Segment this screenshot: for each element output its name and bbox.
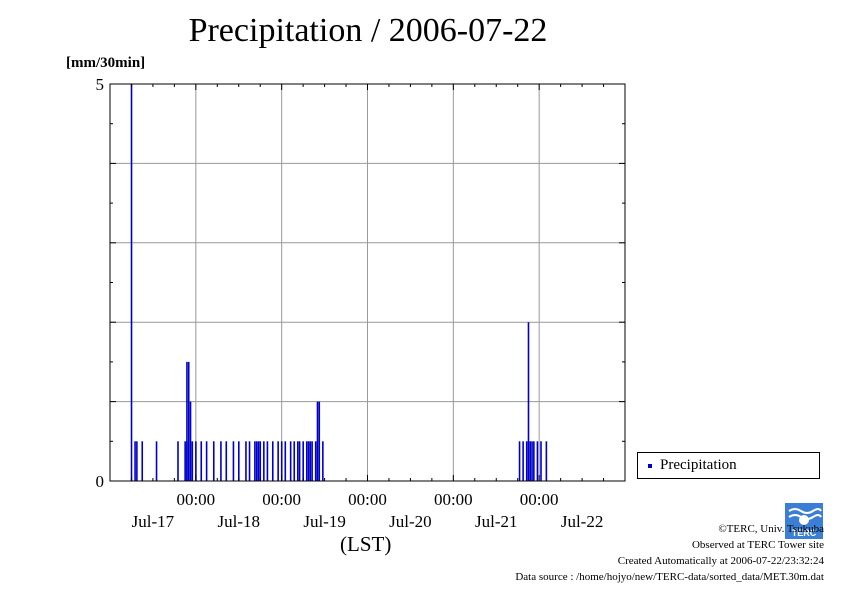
y-unit-label: [mm/30min] [66,55,146,71]
precipitation-bar [525,441,528,481]
x-tick-date-label: Jul-20 [389,512,432,531]
precipitation-bar [248,441,251,481]
x-axis-label: (LST) [340,532,392,556]
precipitation-bar [136,441,138,481]
y-tick-label: 0 [96,472,105,491]
x-tick-date-label: Jul-17 [132,512,175,531]
precipitation-bar [298,441,301,481]
precipitation-bar [238,441,240,481]
legend-swatch [648,464,652,468]
x-tick-date-label: Jul-21 [475,512,518,531]
precipitation-bar [200,441,203,481]
credit-line: Observed at TERC Tower site [691,539,824,551]
precipitation-bar [195,441,197,481]
chart-title: Precipitation / 2006-07-22 [188,12,548,49]
terc-logo: TERC [785,503,823,539]
precipitation-bar [155,441,158,481]
precipitation-bar [529,441,532,481]
precipitation-bar [254,441,256,481]
precipitation-bar [536,441,539,481]
precipitation-bar [280,441,283,481]
precipitation-bar [259,441,262,481]
precipitation-bar [305,441,308,481]
precipitation-bar [318,401,321,481]
precipitation-bar [522,441,524,481]
precipitation-bar [232,441,235,481]
precipitation-bar [225,441,228,481]
precipitation-bar [545,441,548,481]
credits: ©TERC, Univ. Tsukuba Observed at TERC To… [515,521,824,585]
precipitation-bar [531,441,533,481]
precipitation-bar [255,441,258,481]
x-tick-time-label: 00:00 [520,490,559,509]
precipitation-bar [322,441,324,481]
grid-lines [110,84,625,481]
precipitation-bar [302,441,304,481]
precipitation-bar [533,441,535,481]
precipitation-bar [314,441,317,481]
precipitation-bar [289,441,292,481]
precipitation-bar [205,441,208,481]
precipitation-bar [316,401,319,481]
credit-line: ©TERC, Univ. Tsukuba [718,523,824,535]
precipitation-bar [271,441,274,481]
tick-labels: 0500:00Jul-1700:00Jul-1800:00Jul-1900:00… [96,75,604,531]
credit-line: Data source : /home/hojyo/new/TERC-data/… [515,571,824,583]
precipitation-bar [186,361,188,481]
precipitation-bar [277,441,279,481]
precipitation-bar [311,441,313,481]
precipitation-bar [297,441,299,481]
precipitation-bar [527,322,530,481]
precipitation-bar [257,441,260,481]
precipitation-bar [184,441,186,481]
precipitation-bars [130,84,548,481]
precipitation-bar [518,441,521,481]
svg-text:TERC: TERC [792,528,817,538]
precipitation-bar [307,441,310,481]
precipitation-bar [245,441,247,481]
precipitation-bar [284,441,287,481]
precipitation-bar [293,441,296,481]
legend-label: Precipitation [660,457,737,473]
x-tick-time-label: 00:00 [262,490,301,509]
credit-line: Created Automatically at 2006-07-22/23:3… [617,555,824,567]
precipitation-bar [177,441,179,481]
precipitation-bar [189,401,192,481]
precipitation-bar [130,84,133,481]
precipitation-bar [220,441,222,481]
x-tick-date-label: Jul-19 [303,512,346,531]
precipitation-bar [263,441,265,481]
x-tick-time-label: 00:00 [434,490,473,509]
y-tick-label: 5 [96,75,105,94]
precipitation-bar [212,441,215,481]
x-tick-date-label: Jul-22 [561,512,604,531]
x-tick-time-label: 00:00 [348,490,387,509]
precipitation-bar [191,441,194,481]
precipitation-bar [187,361,190,481]
x-tick-date-label: Jul-18 [218,512,261,531]
precipitation-bar [309,441,312,481]
precipitation-bar [141,441,144,481]
x-tick-time-label: 00:00 [176,490,215,509]
axis-ticks [109,83,626,482]
precipitation-bar [134,441,136,481]
precipitation-bar [266,441,269,481]
legend: Precipitation [637,452,820,479]
precipitation-bar [540,441,542,481]
